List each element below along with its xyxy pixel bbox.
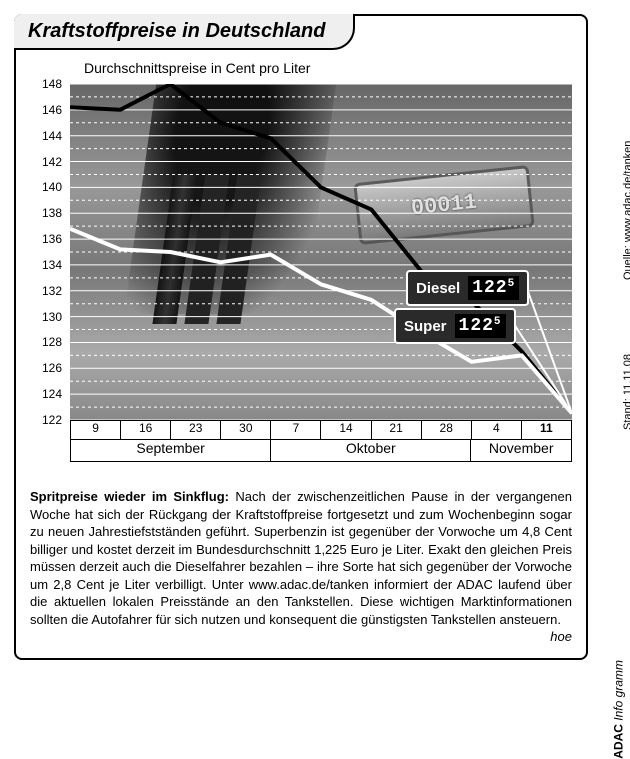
infographic-card: Kraftstoffpreise in Deutschland Durchsch… — [14, 14, 588, 660]
y-tick-label: 144 — [42, 129, 62, 143]
y-tick-label: 136 — [42, 232, 62, 246]
x-tick-label: 30 — [220, 420, 270, 440]
y-axis-labels: 1481461441421401381361341321301281261241… — [26, 78, 66, 420]
y-tick-label: 134 — [42, 258, 62, 272]
side-meta: Quelle: www.adac.de/tanken Stand: 11.11.… — [602, 0, 630, 670]
x-axis-ticks: 91623307142128411 — [70, 420, 572, 440]
y-tick-label: 132 — [42, 284, 62, 298]
x-tick-label: 21 — [371, 420, 421, 440]
x-tick-label: 14 — [320, 420, 370, 440]
x-tick-label: 23 — [170, 420, 220, 440]
x-tick-label: 4 — [471, 420, 521, 440]
y-tick-label: 148 — [42, 77, 62, 91]
plot-area: 00011 Diesel1225Super1225 — [70, 84, 572, 420]
month-label: November — [470, 440, 572, 462]
body-para: Nach der zwischenzeitlichen Pause in der… — [30, 489, 572, 627]
x-tick-label: 7 — [270, 420, 320, 440]
title-tab: Kraftstoffpreise in Deutschland — [14, 14, 355, 50]
x-tick-label: 16 — [120, 420, 170, 440]
meta-quelle: Quelle: www.adac.de/tanken — [622, 141, 630, 280]
chart-subtitle: Durchschnittspreise in Cent pro Liter — [84, 60, 310, 76]
body-signature: hoe — [550, 628, 572, 646]
x-tick-label: 28 — [421, 420, 471, 440]
chart-svg — [70, 84, 572, 420]
body-lead: Spritpreise wieder im Sinkflug: — [30, 489, 229, 504]
callout-price: 1225 — [455, 314, 506, 338]
y-tick-label: 146 — [42, 103, 62, 117]
month-label: Oktober — [270, 440, 470, 462]
brand-bold: ADAC — [612, 724, 626, 759]
callout-label: Super — [404, 318, 447, 335]
callout-label: Diesel — [416, 280, 460, 297]
page: Kraftstoffpreise in Deutschland Durchsch… — [0, 0, 630, 670]
month-label: September — [70, 440, 270, 462]
y-tick-label: 130 — [42, 310, 62, 324]
brand-label: ADAC Info gramm — [612, 660, 626, 759]
y-tick-label: 122 — [42, 413, 62, 427]
y-tick-label: 140 — [42, 180, 62, 194]
callout-price: 1225 — [468, 276, 519, 300]
x-tick-label: 11 — [521, 420, 572, 440]
x-tick-label: 9 — [70, 420, 120, 440]
y-tick-label: 142 — [42, 155, 62, 169]
body-text: Spritpreise wieder im Sinkflug: Nach der… — [30, 488, 572, 646]
y-tick-label: 124 — [42, 387, 62, 401]
y-tick-label: 138 — [42, 206, 62, 220]
price-callout-diesel: Diesel 1225 — [406, 270, 529, 306]
x-axis-months: SeptemberOktoberNovember — [70, 440, 572, 462]
y-tick-label: 126 — [42, 361, 62, 375]
price-callout-super: Super 1225 — [394, 308, 516, 344]
chart-area: 1481461441421401381361341321301281261241… — [26, 78, 578, 478]
y-tick-label: 128 — [42, 335, 62, 349]
title-text: Kraftstoffpreise in Deutschland — [28, 20, 325, 43]
meta-stand: Stand: 11.11.08 — [622, 354, 630, 430]
